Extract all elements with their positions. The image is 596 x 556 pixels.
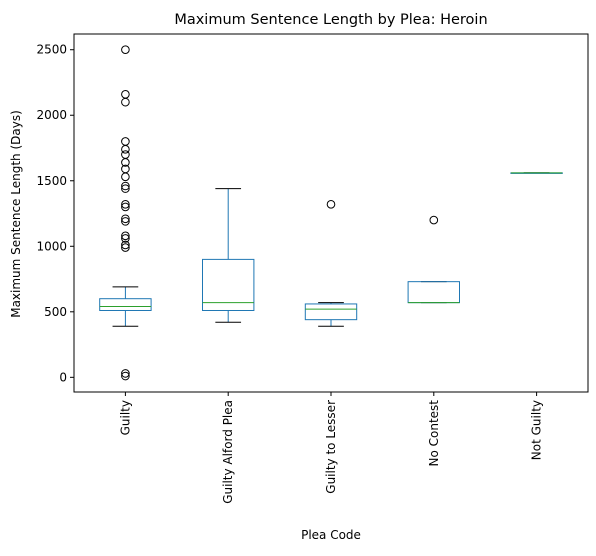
- chart-title: Maximum Sentence Length by Plea: Heroin: [174, 12, 487, 28]
- y-tick-label: 2500: [36, 43, 67, 57]
- box-iqr: [407, 281, 461, 304]
- y-tick-label: 500: [44, 305, 67, 319]
- outlier-point: [121, 45, 130, 55]
- outlier-point: [121, 240, 130, 250]
- plot-frame: [73, 33, 589, 393]
- y-tick-label: 1000: [36, 239, 67, 253]
- x-tick-label: No Contest: [427, 400, 441, 467]
- outlier-point: [121, 181, 130, 191]
- outlier-point: [121, 150, 130, 159]
- box-group: [407, 215, 461, 304]
- outlier-point: [121, 214, 130, 224]
- x-tick-label: Guilty: [118, 400, 132, 435]
- outlier-point: [121, 231, 130, 241]
- outlier-point: [121, 137, 130, 146]
- x-tick-label: Guilty Alford Plea: [221, 400, 235, 504]
- outlier-point: [326, 200, 336, 209]
- box-group: [202, 188, 255, 323]
- box-group: [99, 45, 152, 381]
- outlier-point: [121, 371, 130, 381]
- outlier-point: [121, 234, 130, 243]
- box-iqr: [304, 303, 358, 321]
- x-axis-label: Plea Code: [301, 528, 361, 542]
- x-tick-label: Not Guilty: [530, 400, 544, 460]
- y-tick-label: 1500: [36, 174, 67, 188]
- outlier-point: [429, 215, 439, 225]
- outlier-point: [121, 200, 130, 209]
- outlier-point: [121, 184, 130, 193]
- outlier-point: [121, 158, 130, 167]
- outlier-point: [121, 369, 130, 378]
- outlier-point: [121, 89, 130, 99]
- outlier-point: [121, 202, 130, 212]
- plot-area: [99, 45, 563, 381]
- outlier-point: [121, 217, 130, 226]
- box-iqr: [99, 298, 152, 311]
- outlier-point: [121, 172, 130, 182]
- y-axis-label: Maximum Sentence Length (Days): [9, 110, 23, 318]
- box-group: [304, 200, 358, 327]
- axes: 0 500 1000 1500 2000 2500 Guilty Guilty Alford …: [36, 33, 589, 504]
- y-tick-label: 2000: [36, 108, 67, 122]
- outlier-point: [121, 145, 130, 154]
- x-tick-label: Guilty to Lesser: [324, 400, 338, 494]
- box-iqr: [202, 258, 255, 311]
- y-tick-label: 0: [59, 370, 67, 384]
- outlier-point: [121, 97, 130, 107]
- box-group: [510, 172, 563, 174]
- outlier-point: [121, 243, 130, 252]
